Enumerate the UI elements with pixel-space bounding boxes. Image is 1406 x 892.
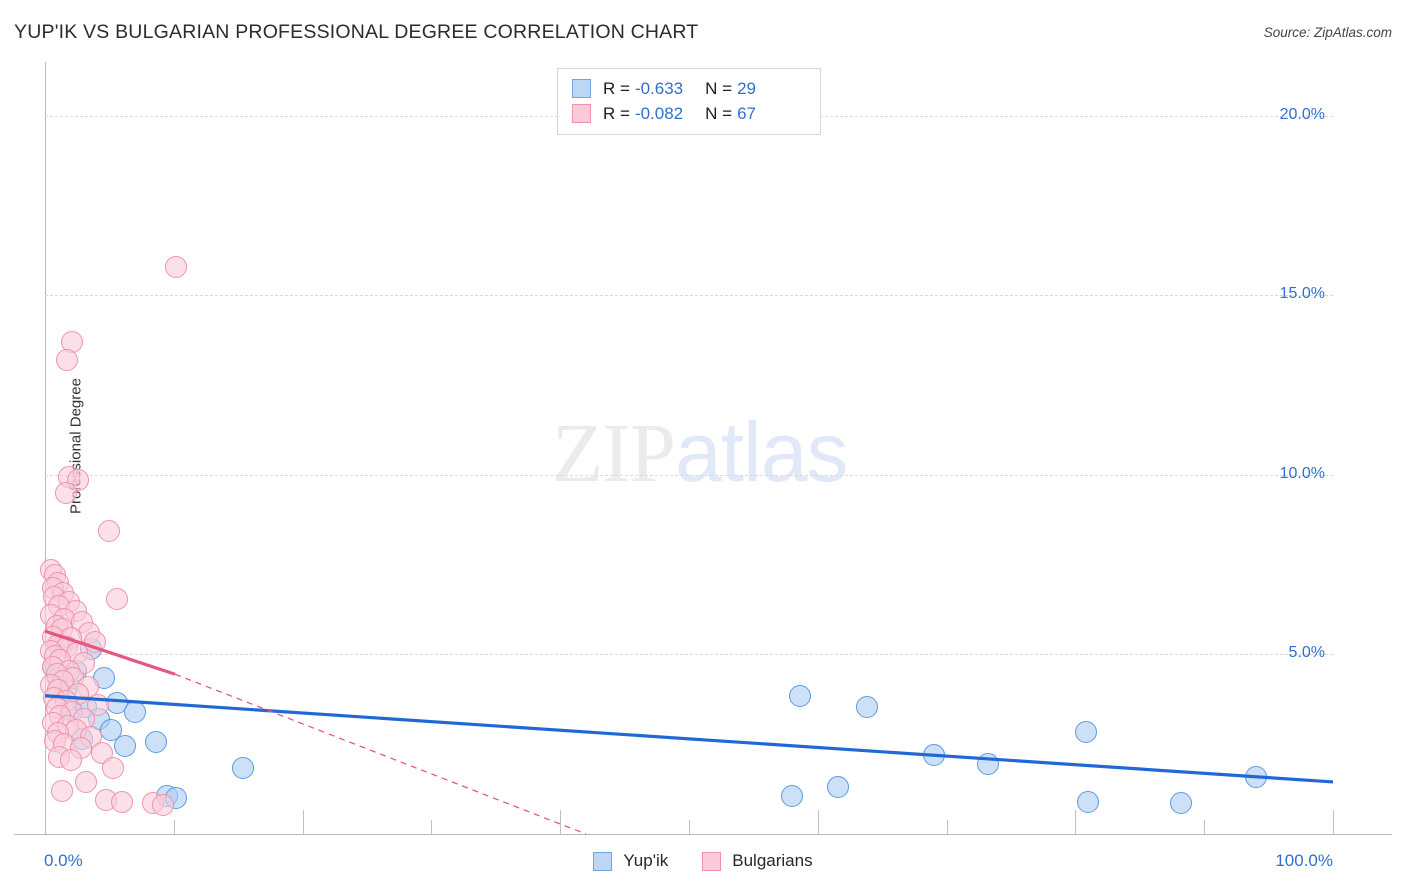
watermark-zip: ZIP xyxy=(552,407,676,500)
stats-n-value-bulgarians: 67 xyxy=(737,103,756,123)
scatter-point[interactable] xyxy=(788,684,811,707)
scatter-point[interactable] xyxy=(106,587,129,610)
scatter-point[interactable] xyxy=(54,481,77,504)
stats-row-bulgarians: R = -0.082 N = 67 xyxy=(572,101,808,126)
source-attribution: Source: ZipAtlas.com xyxy=(1263,25,1392,40)
x-axis-tick-50 xyxy=(689,820,690,834)
scatter-point[interactable] xyxy=(1170,792,1193,815)
scatter-point[interactable] xyxy=(152,794,175,817)
x-axis-tick-60 xyxy=(817,810,819,834)
page-title: YUP'IK VS BULGARIAN PROFESSIONAL DEGREE … xyxy=(14,21,699,43)
scatter-point[interactable] xyxy=(855,695,878,718)
scatter-point[interactable] xyxy=(144,731,167,754)
legend-label-yupik: Yup'ik xyxy=(623,851,669,870)
scatter-point[interactable] xyxy=(1244,765,1267,788)
x-axis-tick-90 xyxy=(1204,820,1206,834)
watermark-atlas: atlas xyxy=(675,405,848,499)
gridline-y-15 xyxy=(45,295,1333,297)
correlation-stats-box: R = -0.633 N = 29 R = -0.082 N = 67 xyxy=(557,68,821,135)
stats-r-value-bulgarians: -0.082 xyxy=(634,103,684,123)
stats-swatch-yupik xyxy=(572,79,591,98)
scatter-point[interactable] xyxy=(98,519,121,542)
x-axis-tick-80 xyxy=(1075,810,1077,834)
scatter-point[interactable] xyxy=(59,749,82,772)
legend-label-bulgarians: Bulgarians xyxy=(732,851,813,870)
scatter-point[interactable] xyxy=(781,785,804,808)
scatter-point[interactable] xyxy=(1077,790,1100,813)
y-axis-label-10: 10.0% xyxy=(1279,464,1325,482)
stats-r-label-yupik: R = xyxy=(603,78,630,98)
scatter-point[interactable] xyxy=(232,756,255,779)
scatter-point[interactable] xyxy=(75,770,98,793)
scatter-point[interactable] xyxy=(124,700,147,723)
stats-r-label-bulgarians: R = xyxy=(603,103,630,123)
stats-swatch-bulgarians xyxy=(572,104,591,123)
x-axis-line xyxy=(14,834,1392,835)
gridline-y-5 xyxy=(45,654,1333,656)
legend-swatch-bulgarians xyxy=(702,851,722,871)
scatter-point[interactable] xyxy=(1074,720,1097,743)
x-axis-tick-30 xyxy=(431,820,433,834)
x-axis-min-label: 0.0% xyxy=(44,851,83,870)
legend-item-bulgarians[interactable]: Bulgarians xyxy=(702,851,813,871)
y-axis-label-5: 5.0% xyxy=(1288,644,1325,662)
y-axis-line xyxy=(45,62,46,834)
plot-area: ZIPatlas 5.0% 10.0% 15.0% 20.0% xyxy=(40,62,1334,834)
scatter-point[interactable] xyxy=(976,752,999,775)
scatter-point[interactable] xyxy=(922,744,945,766)
x-axis-tick-100 xyxy=(1333,810,1334,834)
x-axis-tick-70 xyxy=(946,820,948,834)
stats-n-label-yupik: N = xyxy=(705,78,733,98)
scatter-point[interactable] xyxy=(102,756,125,779)
zipatlas-watermark: ZIPatlas xyxy=(552,404,848,502)
stats-n-label-bulgarians: N = xyxy=(705,103,733,123)
stats-n-value-yupik: 29 xyxy=(737,78,756,98)
legend-swatch-yupik xyxy=(593,851,613,871)
x-axis-tick-10 xyxy=(173,820,175,834)
stats-row-yupik: R = -0.633 N = 29 xyxy=(572,76,808,101)
stats-r-value-yupik: -0.633 xyxy=(634,78,684,98)
gridline-y-10 xyxy=(45,474,1333,476)
y-axis-label-20: 20.0% xyxy=(1279,105,1325,123)
legend-item-yupik[interactable]: Yup'ik xyxy=(593,851,668,871)
scatter-point[interactable] xyxy=(55,349,78,372)
scatter-point[interactable] xyxy=(827,776,850,799)
scatter-point[interactable] xyxy=(165,255,188,278)
scatter-point[interactable] xyxy=(113,735,136,758)
scatter-point[interactable] xyxy=(50,779,73,802)
x-axis-tick-20 xyxy=(302,810,304,834)
scatter-point[interactable] xyxy=(111,790,134,813)
x-axis-max-label: 100.0% xyxy=(1275,851,1333,870)
y-axis-label-15: 15.0% xyxy=(1279,285,1325,303)
series-legend: Yup'ik Bulgarians xyxy=(0,851,1406,871)
x-axis-tick-40 xyxy=(560,810,562,834)
